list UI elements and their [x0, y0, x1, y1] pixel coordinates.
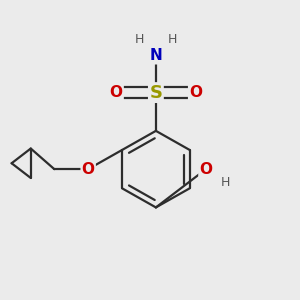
Text: O: O — [110, 85, 123, 100]
Text: O: O — [200, 162, 212, 177]
Text: H: H — [220, 176, 230, 189]
Text: H: H — [135, 33, 144, 46]
Text: S: S — [149, 84, 162, 102]
Text: H: H — [167, 33, 177, 46]
Text: O: O — [82, 162, 95, 177]
Text: O: O — [189, 85, 202, 100]
Text: N: N — [149, 48, 162, 63]
